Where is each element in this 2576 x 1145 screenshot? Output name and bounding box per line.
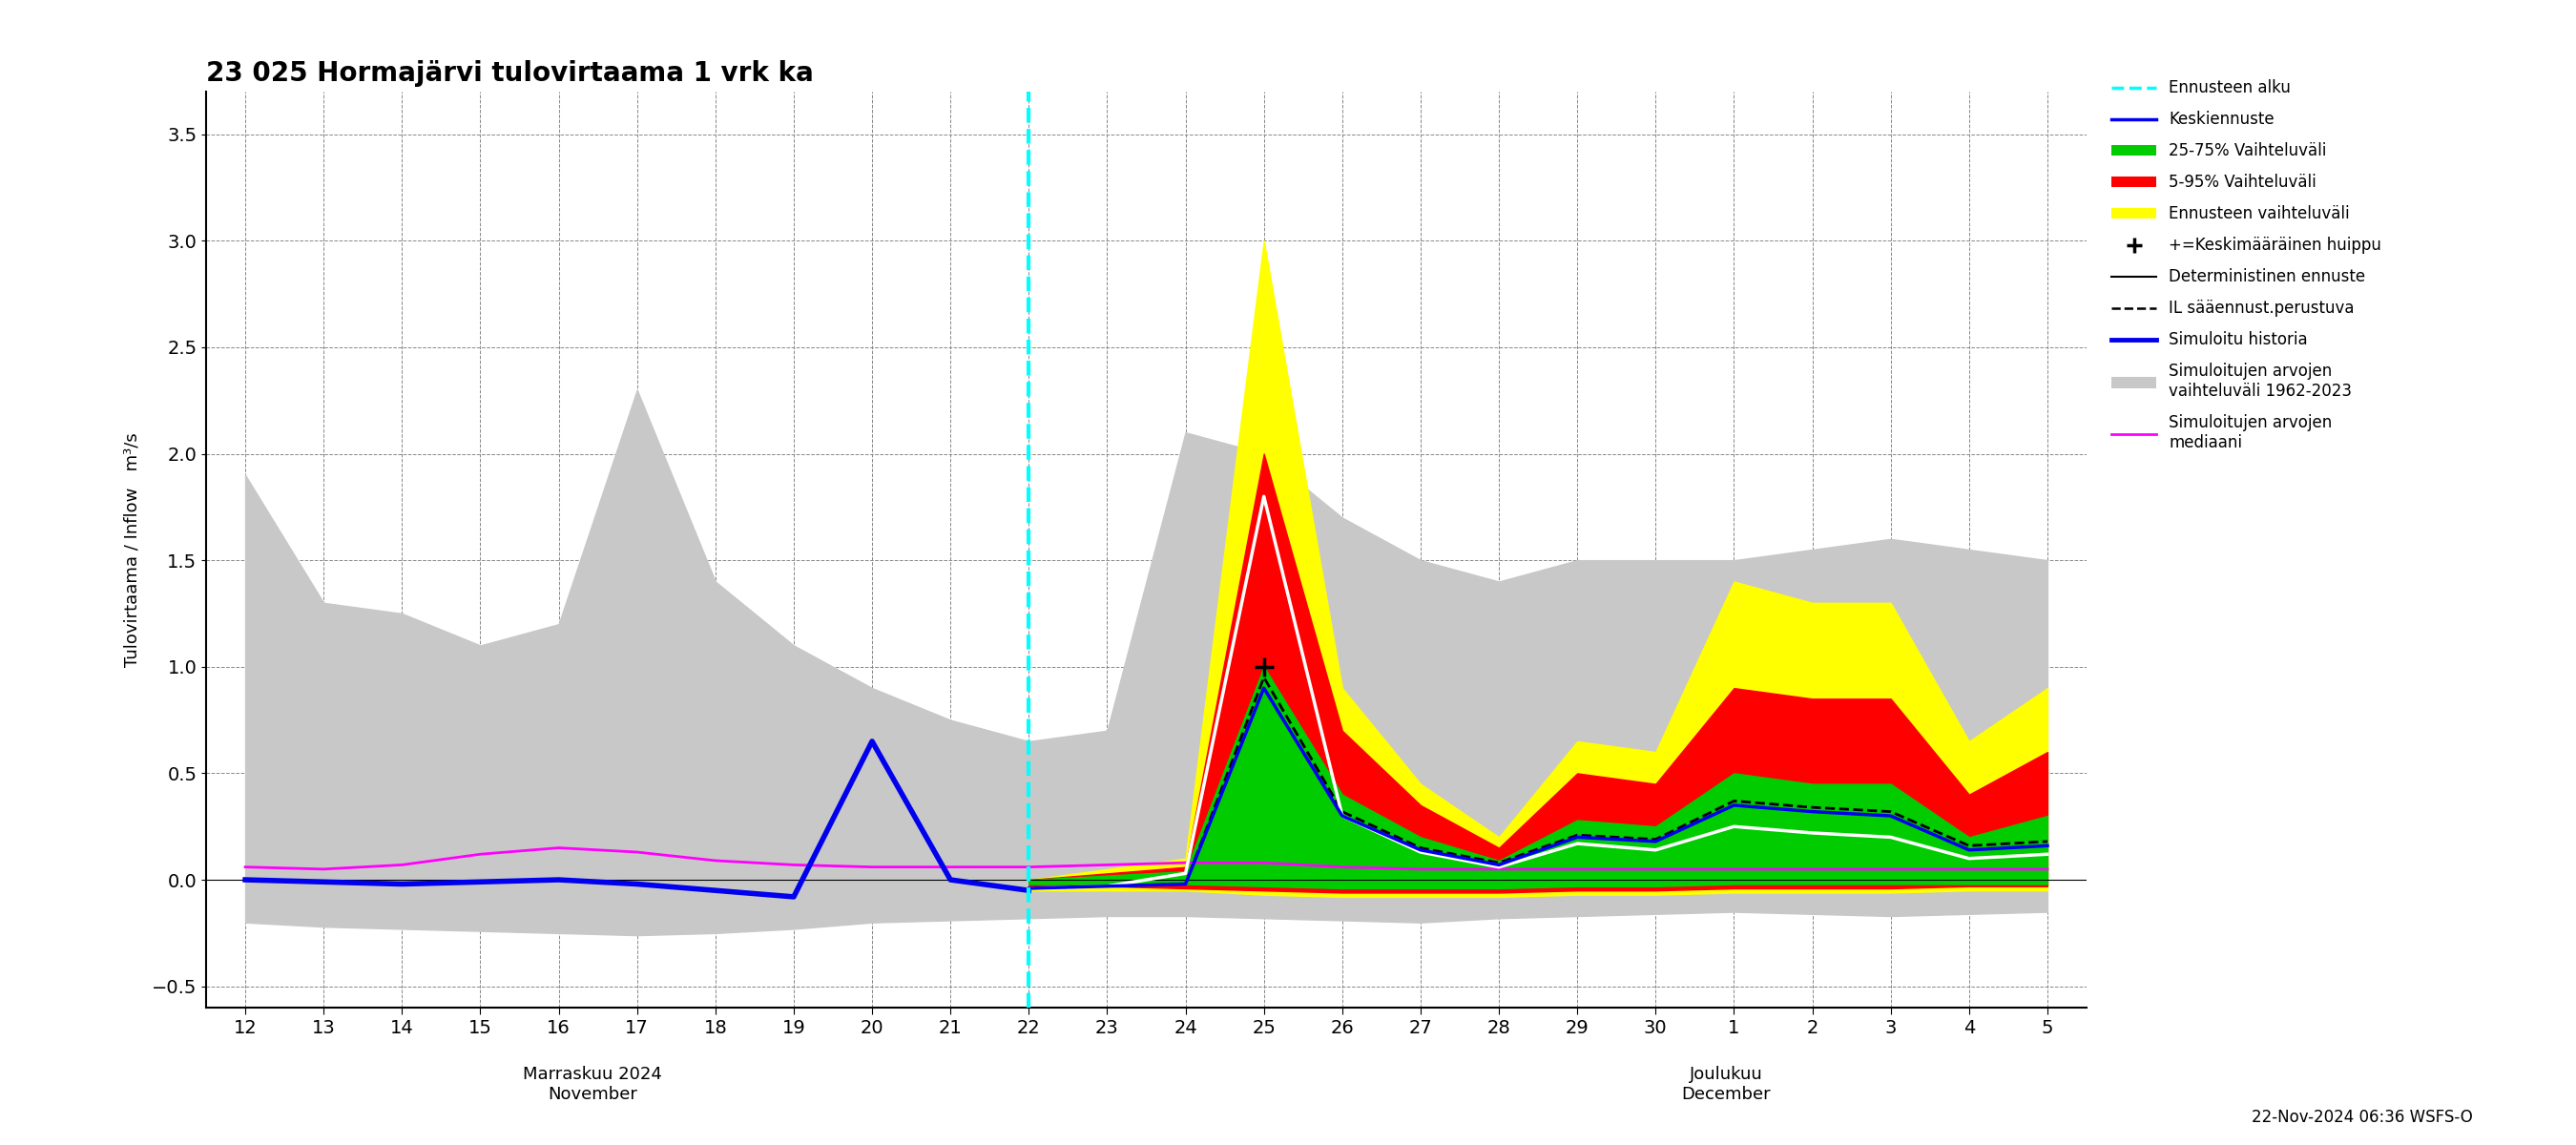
Legend: Ennusteen alku, Keskiennuste, 25-75% Vaihteluväli, 5-95% Vaihteluväli, Ennusteen: Ennusteen alku, Keskiennuste, 25-75% Vai…	[2105, 73, 2388, 458]
Text: Marraskuu 2024
November: Marraskuu 2024 November	[523, 1066, 662, 1103]
Text: Joulukuu
December: Joulukuu December	[1682, 1066, 1770, 1103]
Text: 22-Nov-2024 06:36 WSFS-O: 22-Nov-2024 06:36 WSFS-O	[2251, 1108, 2473, 1126]
Text: 23 025 Hormajärvi tulovirtaama 1 vrk ka: 23 025 Hormajärvi tulovirtaama 1 vrk ka	[206, 60, 814, 87]
Y-axis label: Tulovirtaama / Inflow   m³/s: Tulovirtaama / Inflow m³/s	[124, 433, 142, 666]
